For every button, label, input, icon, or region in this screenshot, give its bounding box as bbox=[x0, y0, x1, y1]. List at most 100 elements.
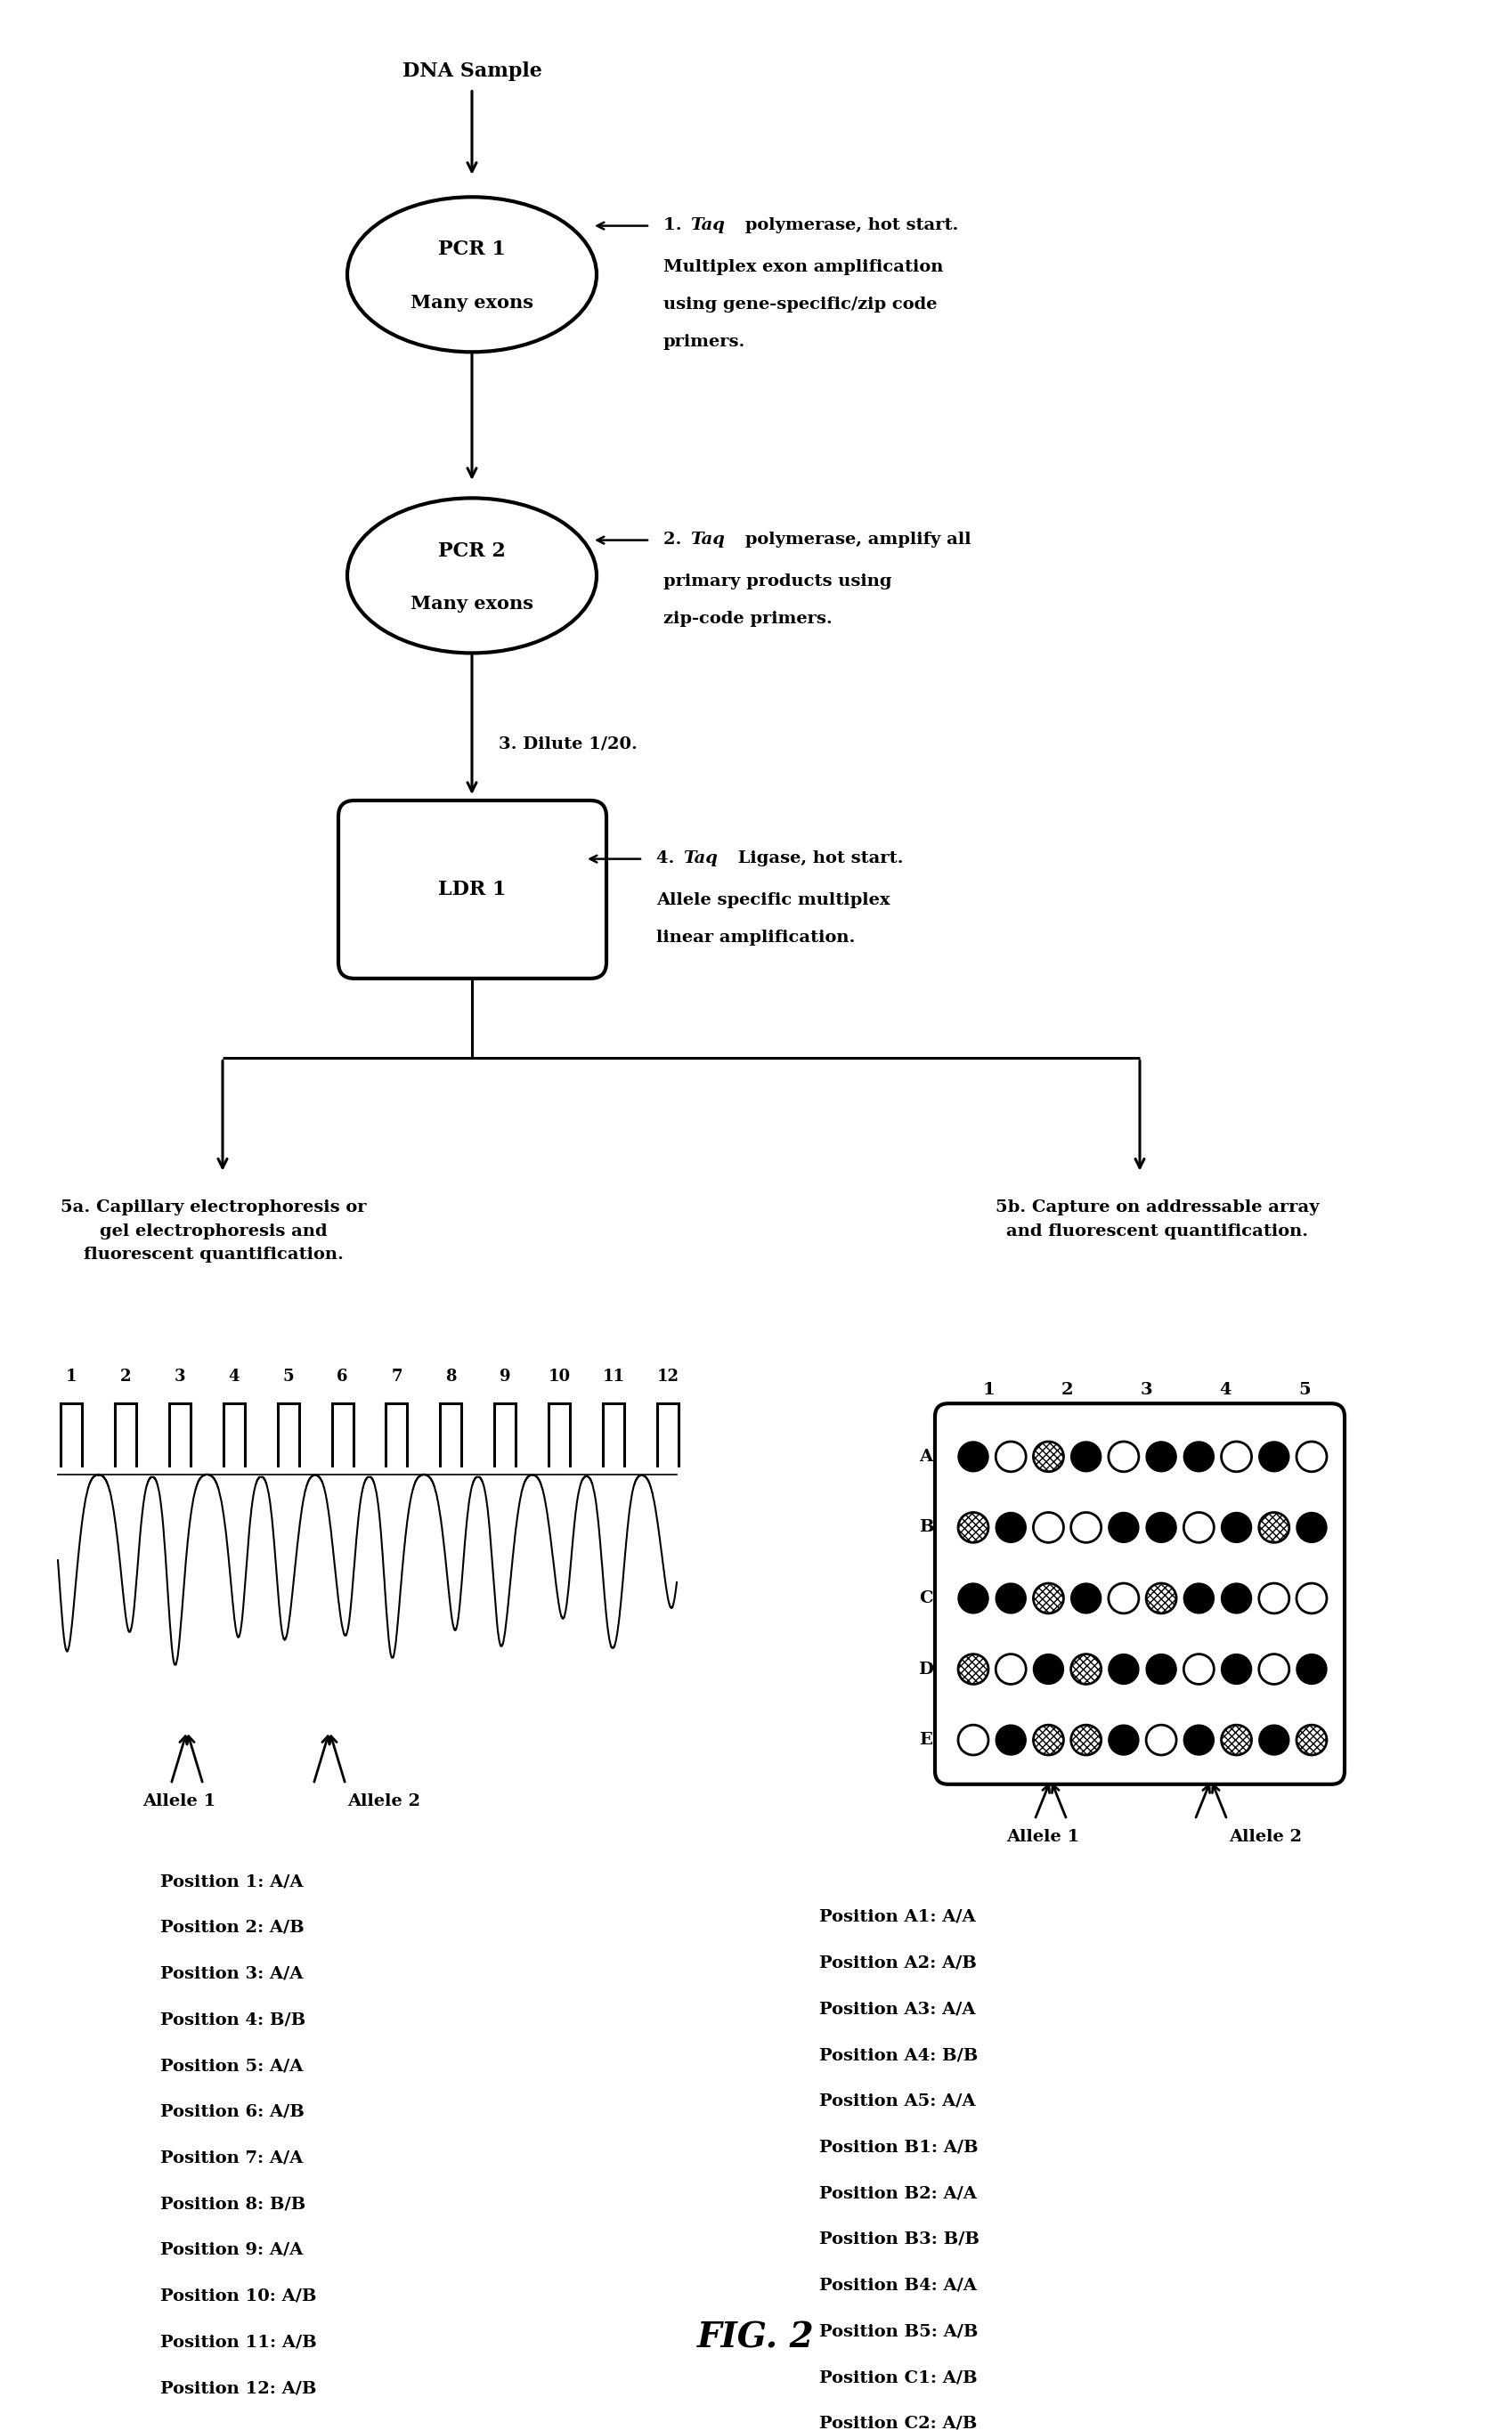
Text: 6: 6 bbox=[337, 1368, 348, 1385]
Text: 4.: 4. bbox=[656, 850, 680, 865]
Text: 5b. Capture on addressable array
and fluorescent quantification.: 5b. Capture on addressable array and flu… bbox=[996, 1200, 1320, 1239]
Text: Taq: Taq bbox=[683, 850, 718, 865]
Circle shape bbox=[1108, 1655, 1139, 1684]
Text: Position A4: B/B: Position A4: B/B bbox=[820, 2046, 978, 2063]
Text: Position 5: A/A: Position 5: A/A bbox=[160, 2058, 302, 2073]
Text: Position 4: B/B: Position 4: B/B bbox=[160, 2012, 305, 2027]
Text: 10: 10 bbox=[549, 1368, 570, 1385]
Text: primers.: primers. bbox=[664, 333, 745, 350]
Circle shape bbox=[1070, 1655, 1101, 1684]
Circle shape bbox=[1222, 1725, 1252, 1754]
Circle shape bbox=[1296, 1725, 1328, 1754]
Text: 5a. Capillary electrophoresis or
gel electrophoresis and
fluorescent quantificat: 5a. Capillary electrophoresis or gel ele… bbox=[60, 1200, 366, 1264]
Text: zip-code primers.: zip-code primers. bbox=[664, 610, 833, 627]
Circle shape bbox=[1070, 1725, 1101, 1754]
Text: Position B4: A/A: Position B4: A/A bbox=[820, 2277, 977, 2294]
Text: 4: 4 bbox=[1220, 1383, 1231, 1397]
Text: Many exons: Many exons bbox=[410, 294, 534, 311]
Text: PCR 1: PCR 1 bbox=[438, 241, 505, 260]
Circle shape bbox=[1222, 1655, 1252, 1684]
Circle shape bbox=[1070, 1584, 1101, 1614]
Text: E: E bbox=[919, 1733, 933, 1747]
Circle shape bbox=[1296, 1655, 1328, 1684]
Circle shape bbox=[1108, 1511, 1139, 1543]
Text: Position 7: A/A: Position 7: A/A bbox=[160, 2151, 302, 2165]
Circle shape bbox=[959, 1655, 989, 1684]
Text: 12: 12 bbox=[656, 1368, 679, 1385]
Text: Position C2: A/B: Position C2: A/B bbox=[820, 2415, 977, 2430]
Text: LDR 1: LDR 1 bbox=[438, 880, 507, 899]
Text: Many exons: Many exons bbox=[410, 595, 534, 612]
Text: polymerase, amplify all: polymerase, amplify all bbox=[739, 532, 971, 547]
Circle shape bbox=[996, 1584, 1027, 1614]
Text: using gene-specific/zip code: using gene-specific/zip code bbox=[664, 296, 937, 313]
Text: Position B5: A/B: Position B5: A/B bbox=[820, 2323, 978, 2340]
Text: Taq: Taq bbox=[689, 216, 724, 233]
Text: Allele specific multiplex: Allele specific multiplex bbox=[656, 892, 891, 909]
Text: 2: 2 bbox=[1061, 1383, 1074, 1397]
Circle shape bbox=[1033, 1655, 1063, 1684]
Text: 5: 5 bbox=[283, 1368, 293, 1385]
Text: Position A2: A/B: Position A2: A/B bbox=[820, 1956, 977, 1971]
Circle shape bbox=[959, 1441, 989, 1473]
Text: 3: 3 bbox=[1140, 1383, 1152, 1397]
Circle shape bbox=[996, 1511, 1027, 1543]
Text: 1.: 1. bbox=[664, 216, 688, 233]
Circle shape bbox=[1296, 1511, 1328, 1543]
Text: 1: 1 bbox=[983, 1383, 995, 1397]
Text: Allele 1: Allele 1 bbox=[1005, 1827, 1080, 1844]
Text: Position 10: A/B: Position 10: A/B bbox=[160, 2289, 316, 2304]
Text: primary products using: primary products using bbox=[664, 573, 892, 590]
Text: Position C1: A/B: Position C1: A/B bbox=[820, 2369, 977, 2386]
Circle shape bbox=[1259, 1725, 1290, 1754]
Text: Allele 2: Allele 2 bbox=[1229, 1827, 1302, 1844]
Text: A: A bbox=[919, 1448, 933, 1465]
Circle shape bbox=[1184, 1725, 1214, 1754]
Circle shape bbox=[1222, 1584, 1252, 1614]
Text: Position 12: A/B: Position 12: A/B bbox=[160, 2379, 316, 2396]
Circle shape bbox=[1033, 1584, 1063, 1614]
Text: Position 2: A/B: Position 2: A/B bbox=[160, 1920, 304, 1937]
Text: Position A3: A/A: Position A3: A/A bbox=[820, 2002, 975, 2017]
Text: B: B bbox=[919, 1519, 933, 1536]
Circle shape bbox=[996, 1725, 1027, 1754]
Circle shape bbox=[1259, 1441, 1290, 1473]
Text: 3. Dilute 1/20.: 3. Dilute 1/20. bbox=[499, 736, 638, 751]
Circle shape bbox=[1259, 1511, 1290, 1543]
Circle shape bbox=[1146, 1441, 1176, 1473]
Text: Position A5: A/A: Position A5: A/A bbox=[820, 2092, 975, 2109]
Text: 8: 8 bbox=[446, 1368, 457, 1385]
FancyBboxPatch shape bbox=[339, 799, 606, 979]
Text: 3: 3 bbox=[174, 1368, 186, 1385]
Text: Position 6: A/B: Position 6: A/B bbox=[160, 2104, 304, 2119]
Text: Position B2: A/A: Position B2: A/A bbox=[820, 2185, 977, 2202]
Circle shape bbox=[1184, 1441, 1214, 1473]
Circle shape bbox=[1033, 1725, 1063, 1754]
Text: Position B1: A/B: Position B1: A/B bbox=[820, 2138, 978, 2155]
Text: Position A1: A/A: Position A1: A/A bbox=[820, 1910, 975, 1925]
Text: Position 11: A/B: Position 11: A/B bbox=[160, 2335, 318, 2350]
Ellipse shape bbox=[348, 197, 597, 352]
Text: Multiplex exon amplification: Multiplex exon amplification bbox=[664, 260, 943, 275]
Circle shape bbox=[959, 1584, 989, 1614]
Text: Position 3: A/A: Position 3: A/A bbox=[160, 1966, 302, 1983]
Text: 2: 2 bbox=[119, 1368, 132, 1385]
Text: D: D bbox=[918, 1662, 933, 1677]
Text: C: C bbox=[919, 1589, 933, 1606]
Circle shape bbox=[1033, 1441, 1063, 1473]
Text: Taq: Taq bbox=[689, 532, 724, 547]
Text: 2.: 2. bbox=[664, 532, 688, 547]
Circle shape bbox=[1070, 1441, 1101, 1473]
Text: 11: 11 bbox=[602, 1368, 624, 1385]
Text: Allele 1: Allele 1 bbox=[142, 1793, 216, 1810]
Circle shape bbox=[1222, 1511, 1252, 1543]
Text: Position 1: A/A: Position 1: A/A bbox=[160, 1874, 304, 1891]
Text: Allele 2: Allele 2 bbox=[348, 1793, 420, 1810]
Circle shape bbox=[959, 1511, 989, 1543]
Circle shape bbox=[1146, 1584, 1176, 1614]
Circle shape bbox=[1146, 1511, 1176, 1543]
Text: polymerase, hot start.: polymerase, hot start. bbox=[739, 216, 959, 233]
Text: linear amplification.: linear amplification. bbox=[656, 931, 856, 945]
Ellipse shape bbox=[348, 498, 597, 654]
Text: 9: 9 bbox=[499, 1368, 511, 1385]
